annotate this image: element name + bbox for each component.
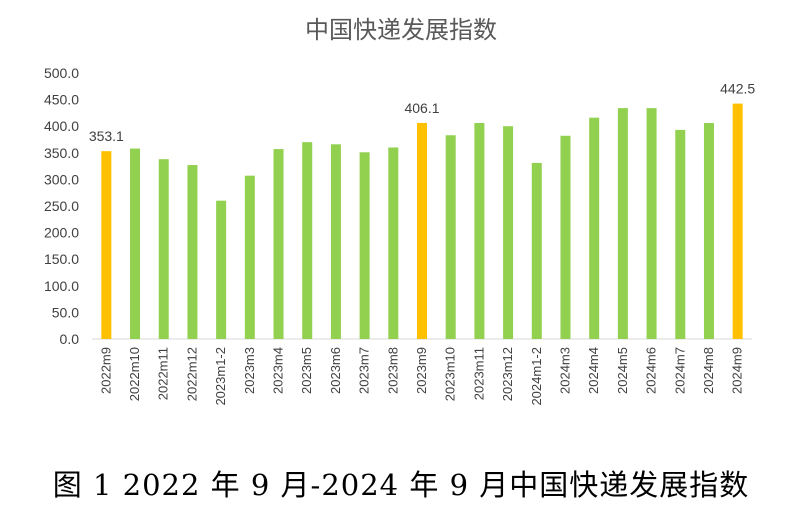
bar-2022m10 xyxy=(130,148,141,339)
y-tick-label: 250.0 xyxy=(44,198,79,214)
y-tick-label: 300.0 xyxy=(44,171,79,187)
y-tick-label: 350.0 xyxy=(44,145,79,161)
bar-2023m12 xyxy=(503,126,514,339)
x-tick-label: 2024m6 xyxy=(644,347,659,394)
x-tick-label: 2022m9 xyxy=(98,347,113,394)
bar-2023m3 xyxy=(244,175,255,339)
x-tick-label: 2023m6 xyxy=(328,347,343,394)
x-tick-label: 2023m12 xyxy=(500,347,515,401)
bar-2023m5 xyxy=(302,142,313,339)
y-tick-label: 200.0 xyxy=(44,225,79,241)
x-tick-label: 2024m9 xyxy=(730,347,745,394)
x-tick-label: 2024m3 xyxy=(557,347,572,394)
bar-2023m8 xyxy=(388,147,399,339)
data-label-2022m9: 353.1 xyxy=(89,128,124,144)
y-tick-label: 150.0 xyxy=(44,251,79,267)
x-tick-label: 2022m12 xyxy=(184,347,199,401)
bar-2023m9 xyxy=(417,122,427,339)
y-tick-label: 450.0 xyxy=(44,92,79,108)
bar-2022m12 xyxy=(187,165,198,339)
x-tick-label: 2024m5 xyxy=(615,347,630,394)
x-tick-label: 2024m8 xyxy=(701,347,716,394)
bar-2022m11 xyxy=(158,159,169,339)
x-tick-label: 2024m7 xyxy=(672,347,687,394)
y-tick-label: 400.0 xyxy=(44,118,79,134)
data-label-2023m9: 406.1 xyxy=(404,100,439,116)
bar-2024m7 xyxy=(675,129,686,339)
x-tick-label: 2022m10 xyxy=(127,347,142,401)
y-tick-label: 100.0 xyxy=(44,278,79,294)
bar-2024m4 xyxy=(589,117,600,339)
bar-chart: 0.0 50.0 100.0 150.0 200.0 250.0 300.0 350.0 400… xyxy=(44,65,755,406)
chart-title: 中国快递发展指数 xyxy=(305,16,497,44)
y-tick-label: 500.0 xyxy=(44,65,79,81)
x-tick-label: 2023m1-2 xyxy=(213,347,228,406)
x-tick-label: 2023m7 xyxy=(357,347,372,394)
figure-caption: 图 1 2022 年 9 月-2024 年 9 月中国快递发展指数 xyxy=(52,468,750,502)
data-label-2024m9: 442.5 xyxy=(720,81,755,97)
bar-2023m11 xyxy=(474,123,485,340)
bar-2023m7 xyxy=(359,152,370,339)
bar-2024m5 xyxy=(617,108,628,339)
x-tick-label: 2023m9 xyxy=(414,347,429,394)
x-tick-label: 2024m1-2 xyxy=(529,347,544,406)
x-tick-label: 2023m11 xyxy=(471,347,486,400)
x-tick-label: 2022m11 xyxy=(156,347,171,400)
x-tick-label: 2023m10 xyxy=(443,347,458,401)
x-tick-label: 2023m8 xyxy=(385,347,400,394)
bar-2023m1-2 xyxy=(216,200,227,339)
bar-2024m1-2 xyxy=(531,162,542,339)
y-tick-label: 0.0 xyxy=(60,331,80,347)
bar-2024m6 xyxy=(646,108,657,339)
bar-2023m10 xyxy=(445,135,456,339)
bar-2024m9 xyxy=(732,103,743,339)
x-tick-label: 2023m4 xyxy=(271,347,286,394)
y-tick-label: 50.0 xyxy=(52,304,79,320)
x-tick-label: 2023m5 xyxy=(299,347,314,394)
bar-2024m8 xyxy=(703,123,714,340)
bar-2022m9 xyxy=(101,151,112,339)
bar-2024m3 xyxy=(560,135,571,339)
bar-2023m4 xyxy=(273,149,284,339)
x-tick-label: 2023m3 xyxy=(242,347,257,394)
x-tick-label: 2024m4 xyxy=(586,347,601,394)
bar-2023m6 xyxy=(330,144,341,339)
